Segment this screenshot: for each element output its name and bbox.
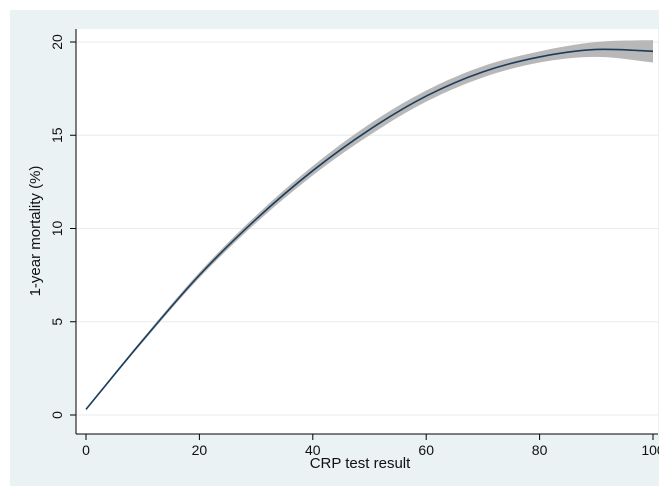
x-tick-label-100: 100 xyxy=(641,442,659,458)
x-tick-label-80: 80 xyxy=(532,442,548,458)
x-tick-label-0: 0 xyxy=(82,442,90,458)
x-tick-label-60: 60 xyxy=(418,442,434,458)
y-tick-label-0: 0 xyxy=(49,411,65,419)
chart-frame: 0 20 40 60 80 100 0 5 10 15 20 CRP test result 1-… xyxy=(10,10,659,486)
y-axis-ticks: 0 5 10 15 20 xyxy=(49,34,76,419)
plot-area xyxy=(76,29,658,434)
x-axis-ticks: 0 20 40 60 80 100 xyxy=(82,434,659,458)
y-tick-label-20: 20 xyxy=(49,34,65,50)
x-tick-label-40: 40 xyxy=(305,442,321,458)
x-tick-label-20: 20 xyxy=(192,442,208,458)
y-tick-label-10: 10 xyxy=(49,221,65,237)
y-tick-label-5: 5 xyxy=(49,318,65,326)
grid-lines xyxy=(77,41,658,416)
fitted-line xyxy=(85,48,654,410)
chart-svg: 0 20 40 60 80 100 0 5 10 15 20 CRP test result 1-… xyxy=(27,29,659,472)
y-axis-title: 1-year mortality (%) xyxy=(27,166,44,297)
x-axis-title: CRP test result xyxy=(310,455,411,472)
y-tick-label-15: 15 xyxy=(49,127,65,143)
